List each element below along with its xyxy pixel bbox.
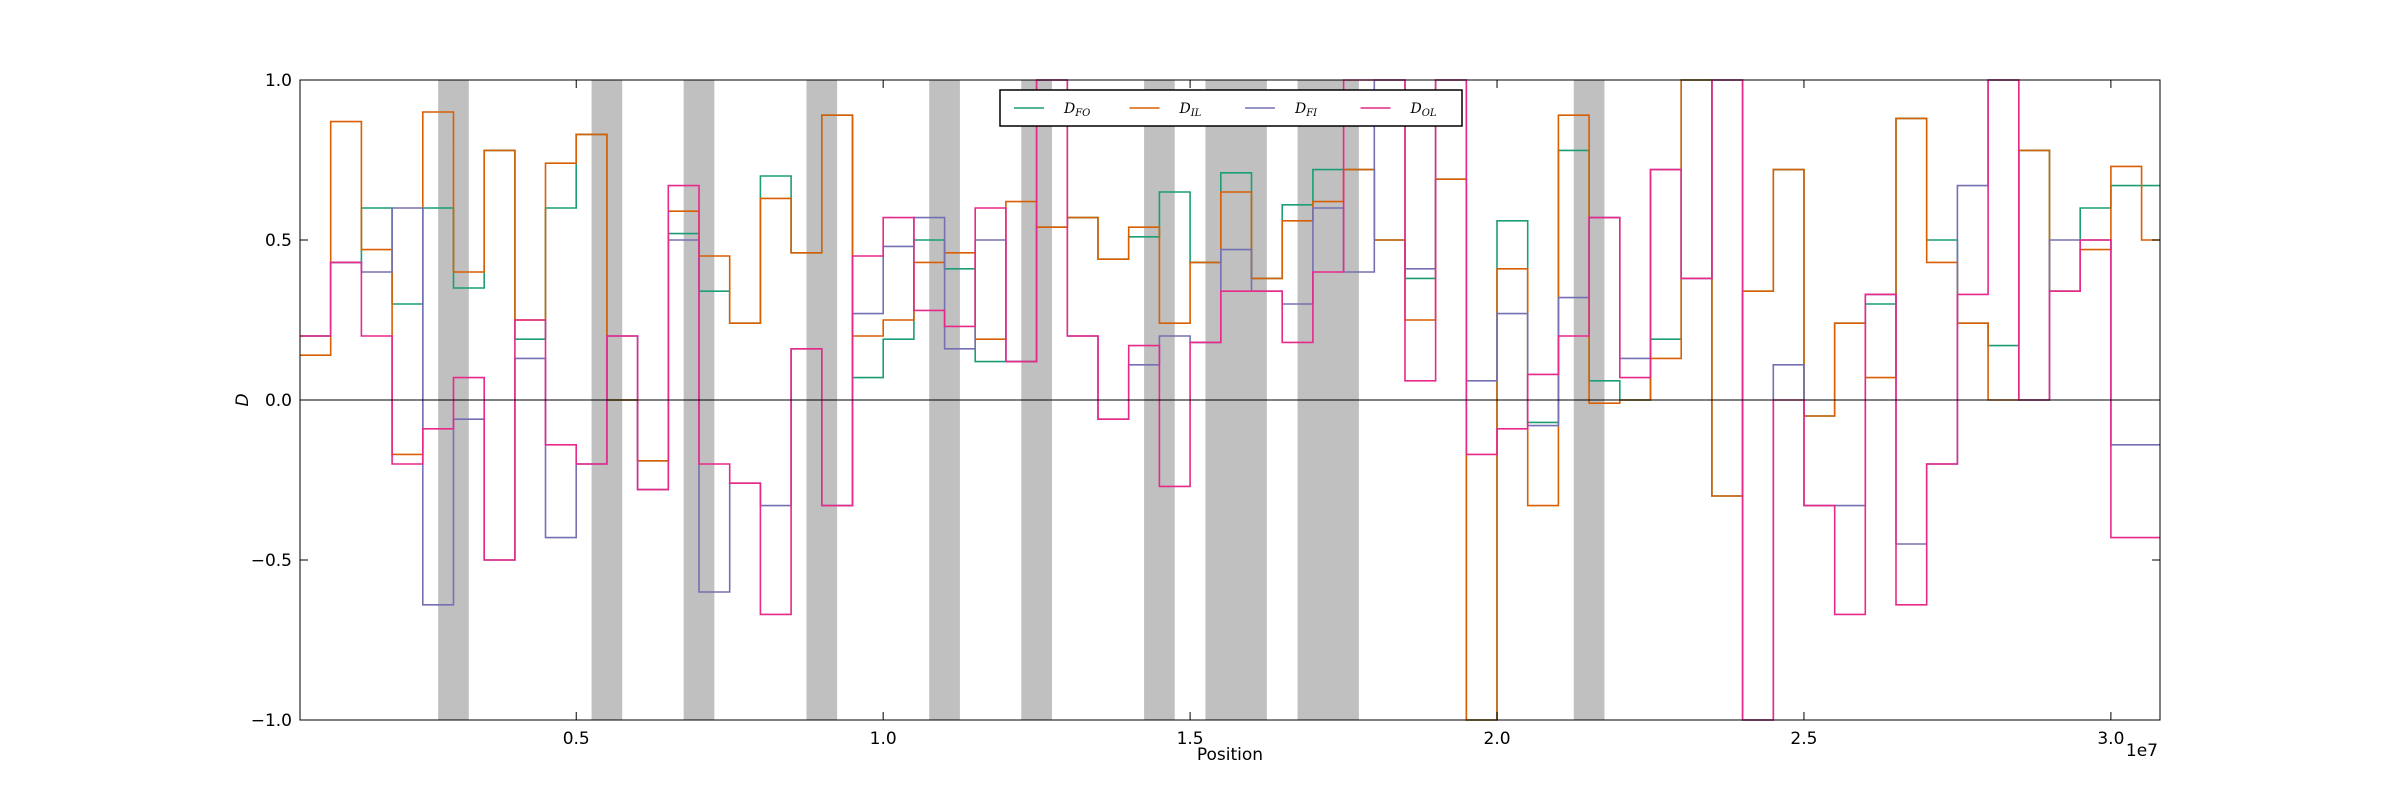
y-tick-label: 1.0 xyxy=(265,71,292,91)
legend: DFO DIL DFI DOL xyxy=(999,89,1463,127)
y-tick-label: 0.5 xyxy=(265,231,292,251)
y-tick-label: −1.0 xyxy=(251,711,292,731)
x-tick-label: 3.0 xyxy=(2097,729,2124,749)
x-tick-label: 1.0 xyxy=(870,729,897,749)
x-tick-label: 2.0 xyxy=(1484,729,1511,749)
series-line-D_OL xyxy=(300,79,2160,721)
x-axis-offset-label: 1e7 xyxy=(2126,741,2158,761)
x-tick-label: 2.5 xyxy=(1790,729,1817,749)
y-axis-ticks: 1.0 0.5 0.0 −0.5 −1.0 xyxy=(251,71,2160,731)
x-tick-label: 1.5 xyxy=(1177,729,1204,749)
x-axis-ticks: 0.5 1.0 1.5 2.0 2.5 3.0 xyxy=(563,80,2124,749)
y-tick-label: −0.5 xyxy=(251,551,292,571)
y-axis-label: D xyxy=(233,393,253,406)
x-axis-label: Position xyxy=(1197,745,1263,765)
y-tick-label: 0.0 xyxy=(265,391,292,411)
x-tick-label: 0.5 xyxy=(563,729,590,749)
